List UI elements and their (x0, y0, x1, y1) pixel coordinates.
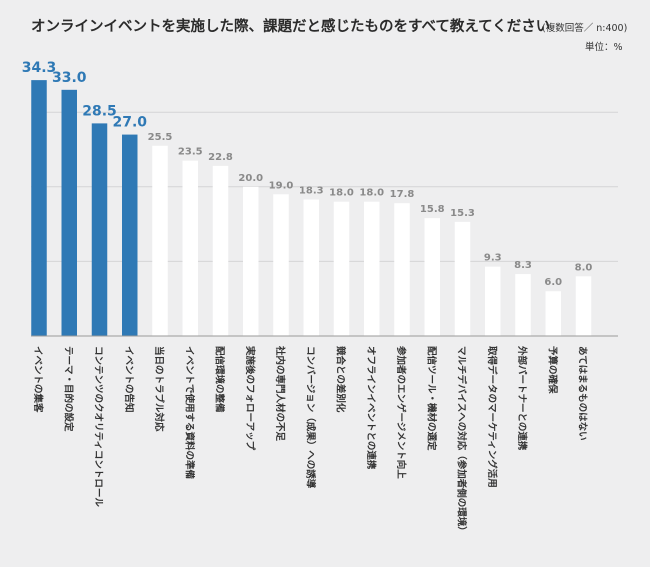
value-label: 17.8 (390, 189, 415, 200)
category-label: 当日のトラブル対応 (153, 346, 165, 432)
category-label: 実施後のフォローアップ (244, 346, 256, 451)
category-label: マルチデバイスへの対応（参加者側の環境） (456, 346, 468, 536)
bar (122, 134, 138, 336)
value-label: 15.8 (420, 204, 445, 215)
bar (424, 218, 440, 336)
category-label: 参加者のエンゲージメント向上 (395, 345, 407, 479)
bar (31, 80, 47, 336)
bar (182, 160, 198, 336)
value-label: 22.8 (208, 152, 233, 163)
chart-title: オンラインイベントを実施した際、課題だと感じたものをすべて教えてください (31, 19, 551, 35)
category-label: 外部パートナーとの連携 (516, 345, 528, 451)
bar (364, 201, 380, 336)
value-label: 23.5 (178, 147, 203, 158)
bar (61, 89, 77, 336)
category-label: イベントの集客 (32, 346, 44, 413)
value-label: 18.0 (359, 188, 384, 199)
bar (575, 276, 592, 336)
value-label: 6.0 (544, 277, 562, 288)
value-label: 20.0 (238, 173, 263, 184)
category-label: 配信環境の整備 (214, 346, 226, 413)
value-label: 33.0 (52, 70, 87, 86)
bar (273, 194, 289, 336)
bar (394, 203, 410, 336)
category-label: あてはまるものはない (577, 346, 589, 441)
bar (545, 291, 561, 336)
bar (152, 145, 168, 336)
bar (333, 201, 350, 336)
category-label: 配信ツール・機材の選定 (425, 346, 437, 451)
value-label: 15.3 (450, 208, 475, 219)
value-label: 34.3 (22, 60, 57, 76)
category-label: コンバージョン（成果）への誘導 (304, 346, 316, 489)
value-label: 27.0 (112, 115, 147, 131)
bar (303, 199, 319, 336)
bar (515, 274, 531, 336)
bar (212, 165, 229, 336)
category-label: イベントの告知 (123, 346, 135, 413)
unit-label: 単位：% (585, 42, 623, 53)
value-label: 8.0 (575, 262, 593, 273)
category-label: コンテンツのクオリティコントロール (93, 346, 104, 507)
category-label: 予算の確保 (546, 346, 558, 394)
value-label: 8.3 (514, 260, 532, 271)
bar (91, 123, 108, 336)
category-label: イベントで使用する資料の準備 (183, 346, 195, 480)
bar (243, 186, 259, 336)
bar (485, 266, 501, 336)
chart-subtitle: (複数回答／ n:400) (542, 23, 628, 34)
bar (454, 221, 471, 336)
value-label: 18.0 (329, 188, 354, 199)
category-label: テーマ・目的の設定 (62, 346, 74, 432)
value-label: 28.5 (82, 103, 117, 119)
category-label: 社内の専門人材の不足 (274, 345, 286, 442)
value-label: 25.5 (148, 132, 173, 143)
category-label: オフラインイベントとの連携 (365, 346, 377, 470)
value-label: 9.3 (484, 253, 502, 264)
category-label: 取得データのマーケティング活用 (486, 346, 498, 488)
category-label: 競合との差別化 (335, 346, 347, 413)
value-label: 18.3 (299, 185, 324, 196)
value-label: 19.0 (269, 180, 294, 191)
